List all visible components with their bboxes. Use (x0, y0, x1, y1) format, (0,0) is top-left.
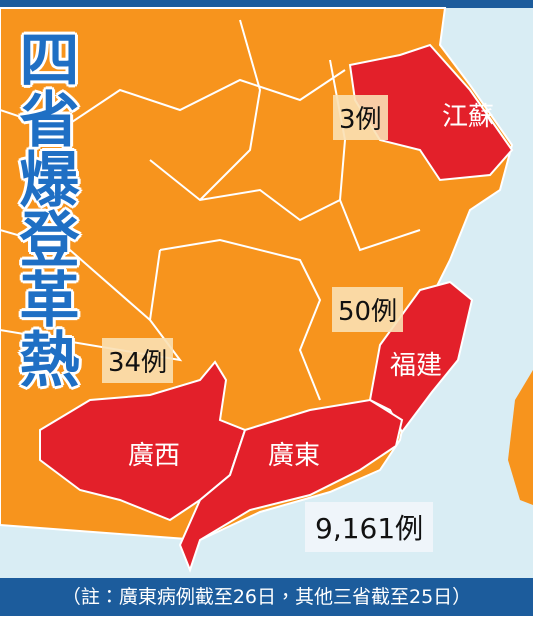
page: 四省爆登革熱 江蘇 福建 廣西 廣東 3例 50例 34例 9,161例 （註：… (0, 0, 533, 629)
province-label: 廣東 (268, 435, 320, 472)
province-label: 江蘇 (438, 100, 498, 134)
case-count: 50例 (332, 287, 403, 332)
note: （註：廣東病例截至26日，其他三省截至25日） (0, 578, 533, 616)
case-count: 3例 (333, 95, 388, 140)
case-count: 34例 (102, 338, 173, 383)
title: 四省爆登革熱 (8, 28, 80, 388)
province-label: 廣西 (128, 435, 180, 472)
province-label: 福建 (390, 345, 442, 382)
case-count: 9,161例 (305, 502, 433, 552)
top-bar (0, 0, 533, 8)
